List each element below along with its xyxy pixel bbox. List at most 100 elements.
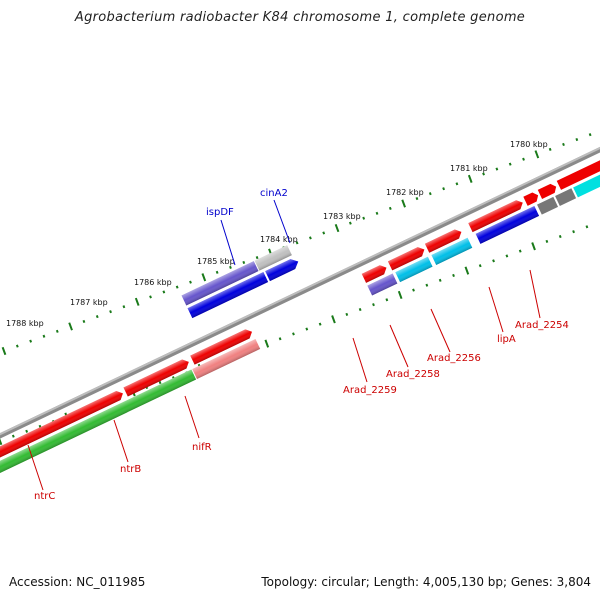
minor-tick [15,344,19,348]
minor-tick [425,283,429,287]
major-tick [331,315,336,324]
map-title: Agrobacterium radiobacter K84 chromosome… [74,10,526,25]
gene-label-arad-2259[interactable]: Arad_2259 [343,385,397,396]
minor-tick [558,234,562,239]
minor-tick [348,221,352,225]
gene-ispdf[interactable] [187,272,269,319]
gene-label-lipa[interactable]: lipA [497,334,516,345]
minor-tick [585,225,589,229]
gene-arad-2259-forward[interactable] [361,263,389,283]
minor-tick [388,206,392,210]
minor-tick [562,142,565,147]
kbp-labels: 1780 kbp 1781 kbp 1782 kbp 1783 kbp 1784… [6,140,548,328]
gene-label-ntrb[interactable]: ntrB [120,464,141,475]
minor-tick [149,295,152,299]
minor-tick [362,216,366,220]
minor-tick [122,305,126,309]
gene-arad-2256-forward[interactable] [424,227,464,253]
minor-tick [385,298,389,302]
major-tick [201,273,207,282]
gene-nifr-forward[interactable] [190,327,254,365]
minor-tick [482,172,485,176]
gene-label-arad-2258[interactable]: Arad_2258 [386,369,440,380]
genome-summary-text: Topology: circular; Length: 4,005,130 bp… [261,575,591,589]
minor-tick [548,147,552,151]
major-tick [531,242,536,251]
minor-tick [545,239,549,243]
gene-arad-2259[interactable] [367,273,398,296]
minor-tick [29,339,33,343]
gene-cina2[interactable] [265,257,300,282]
minor-tick [375,211,379,215]
major-tick [264,339,270,348]
kbp-label-1782: 1782 kbp [386,188,424,197]
gene-label-ispdf[interactable]: ispDF [206,207,234,218]
minor-tick [505,254,509,258]
minor-tick [508,162,512,166]
minor-tick [189,280,192,284]
gene-arad-2256[interactable] [431,237,473,265]
minor-tick [162,290,166,294]
gene-ntrc-forward[interactable] [0,389,125,467]
gene-right-edge-forward[interactable] [556,156,600,202]
minor-tick [175,285,179,289]
minor-tick [305,327,309,331]
gene-lipa-forward[interactable] [468,198,525,233]
gene-label-ntrc[interactable]: ntrC [34,491,55,502]
minor-tick [428,192,432,196]
minor-tick [438,278,442,282]
minor-tick [518,249,522,253]
minor-tick [25,429,29,433]
kbp-label-1780: 1780 kbp [510,140,548,149]
minor-tick [278,337,282,341]
gene-ntrb[interactable] [0,369,197,480]
gene-arad-2254-a[interactable] [523,185,559,218]
major-tick [134,297,140,306]
minor-tick [292,332,295,336]
minor-tick [295,241,299,245]
gene-label-nifr[interactable]: nifR [192,442,212,453]
major-tick [68,322,73,331]
minor-tick [242,260,246,265]
minor-tick [412,288,415,292]
gene-ispdf-upper[interactable] [181,261,259,306]
minor-tick [478,264,482,268]
major-tick [0,438,3,446]
gene-arad-2258[interactable] [395,256,433,283]
minor-tick [109,310,112,314]
minor-tick [318,322,322,326]
major-tick [1,346,7,356]
minor-tick [588,133,592,137]
minor-tick [309,236,312,240]
minor-tick [158,381,162,385]
minor-tick [345,312,349,316]
chromosome-backbone [0,136,600,452]
minor-tick [575,137,579,142]
minor-tick [358,307,362,312]
label-leader-lines [27,199,541,491]
gene-arad-2258-forward[interactable] [387,245,427,271]
kbp-label-1788: 1788 kbp [6,319,44,328]
minor-tick [95,315,99,319]
kbp-label-1784: 1784 kbp [260,235,298,244]
gene-label-arad-2256[interactable]: Arad_2256 [427,353,481,364]
major-tick [397,290,403,300]
minor-tick [495,167,499,171]
gene-nifr[interactable] [192,338,261,380]
minor-tick [215,270,219,274]
gene-ntrb-forward[interactable] [123,357,190,397]
gene-lipa[interactable] [475,205,540,244]
minor-tick [452,273,455,278]
gene-label-cina2[interactable]: cinA2 [260,188,288,199]
gene-cina2-upper[interactable] [254,245,292,271]
minor-tick [42,334,46,338]
gene-label-arad-2254[interactable]: Arad_2254 [515,320,569,331]
kbp-label-1785: 1785 kbp [197,257,235,266]
major-tick [467,174,473,183]
kbp-label-1783: 1783 kbp [323,212,361,221]
major-tick [401,199,406,208]
minor-tick [322,231,326,235]
minor-tick [442,187,445,191]
gene-arad-2254[interactable] [537,177,577,212]
